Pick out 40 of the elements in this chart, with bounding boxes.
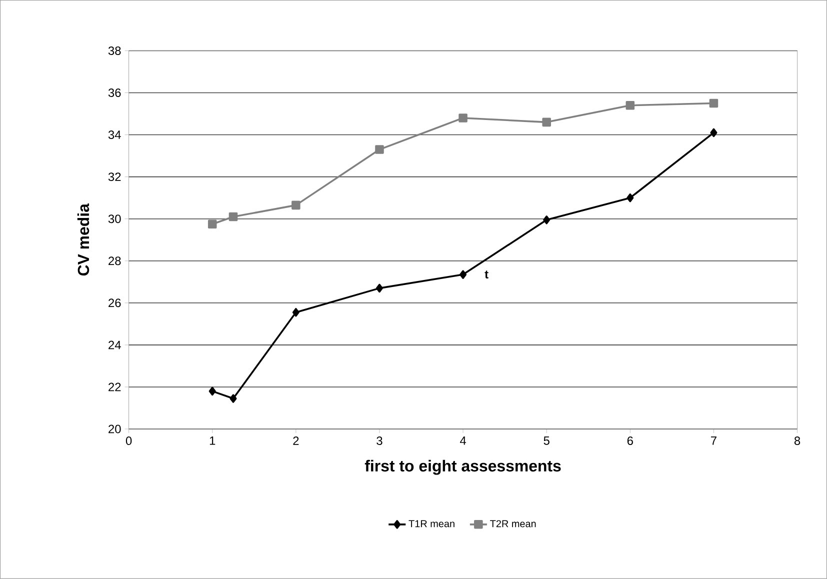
y-tick-label: 36 (108, 88, 121, 98)
x-tick-label: 5 (544, 436, 550, 445)
y-tick-label: 20 (108, 424, 121, 434)
annotation: t (484, 270, 488, 279)
x-tick-label: 8 (794, 436, 800, 446)
y-axis-title: CV media (77, 204, 90, 276)
point (458, 114, 468, 122)
legend-label: T2R mean (490, 520, 536, 528)
point (626, 194, 634, 202)
x-tick-label: 0 (126, 436, 132, 446)
x-tick-label: 3 (376, 436, 382, 446)
y-tick-label: 34 (108, 130, 121, 140)
y-tick-label: 30 (108, 214, 121, 224)
point (709, 98, 718, 108)
x-tick-label: 2 (293, 436, 299, 445)
y-tick-label: 32 (108, 172, 121, 182)
point (542, 118, 551, 127)
point (292, 200, 300, 210)
point (230, 394, 237, 404)
y-tick-label: 26 (108, 298, 121, 308)
point (460, 270, 467, 280)
legend-label: T1R mean (408, 520, 454, 528)
x-tick-label: 1 (210, 436, 216, 445)
point (375, 145, 384, 154)
y-tick-label: 24 (108, 340, 121, 350)
point (292, 308, 300, 317)
y-tick-label: 22 (108, 382, 121, 392)
point (228, 212, 238, 222)
point (208, 220, 217, 229)
point (208, 386, 216, 396)
point (543, 216, 550, 224)
x-tick-label: 7 (711, 436, 716, 445)
x-tick-label: 4 (460, 436, 466, 445)
point (710, 128, 718, 138)
y-tick-label: 38 (108, 46, 121, 56)
y-tick-label: 28 (108, 256, 121, 266)
x-axis-title: first to eight assessments (364, 460, 561, 475)
point (626, 101, 635, 110)
point (376, 284, 383, 293)
x-tick-label: 6 (627, 436, 633, 446)
